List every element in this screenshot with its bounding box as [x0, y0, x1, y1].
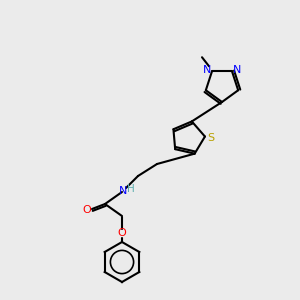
Text: O: O: [118, 228, 126, 238]
Text: N: N: [203, 65, 211, 75]
Text: N: N: [119, 186, 127, 196]
Text: S: S: [207, 133, 214, 142]
Text: H: H: [127, 184, 135, 194]
Text: N: N: [233, 65, 241, 75]
Text: O: O: [82, 205, 91, 215]
